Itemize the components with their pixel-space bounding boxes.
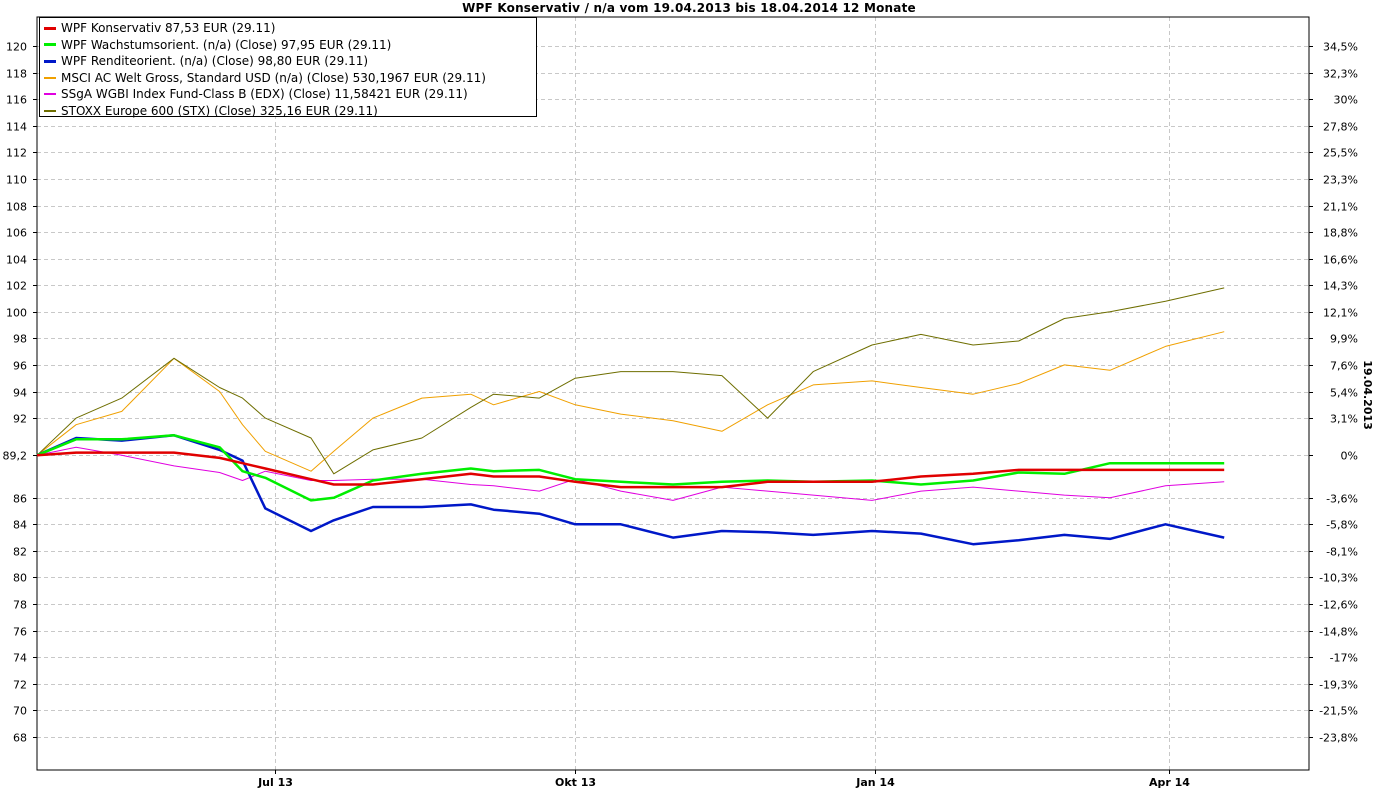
- y2-tick-label: 3,1%: [1330, 413, 1358, 426]
- x-tick-label: Okt 13: [555, 776, 596, 788]
- start-date-side-label: 19.04.2013: [1361, 360, 1374, 430]
- y-tick-label: 114: [6, 121, 27, 134]
- series-line-2: [36, 434, 1225, 502]
- y-tick-label: 82: [13, 546, 27, 559]
- legend-swatch: [44, 26, 56, 30]
- y2-tick-label: -19,3%: [1319, 679, 1358, 692]
- y2-tick-label: -21,5%: [1319, 705, 1358, 718]
- legend-label: STOXX Europe 600 (STX) (Close) 325,16 EU…: [61, 103, 378, 118]
- y-tick-label: 120: [6, 41, 27, 54]
- y2-tick-label: 21,1%: [1323, 201, 1358, 214]
- y-tick-label: 116: [6, 94, 27, 107]
- y-tick-label: 110: [6, 174, 27, 187]
- y-tick-label: 92: [13, 413, 27, 426]
- legend-item: WPF Konservativ 87,53 EUR (29.11): [44, 20, 536, 37]
- y2-tick-label: 12,1%: [1323, 307, 1358, 320]
- y-tick-label: 74: [13, 652, 27, 665]
- series-line-1: [36, 451, 1225, 489]
- y-tick-label: 106: [6, 227, 27, 240]
- y-tick-label: 100: [6, 307, 27, 320]
- y2-tick-label: 23,3%: [1323, 174, 1358, 187]
- series-line-3: [36, 434, 1225, 546]
- y-tick-label: 80: [13, 572, 27, 585]
- y-tick-label: 86: [13, 493, 27, 506]
- legend-swatch: [44, 76, 56, 79]
- y-tick-label: 96: [13, 360, 27, 373]
- legend-swatch: [44, 43, 56, 47]
- y2-tick-label: 0%: [1341, 450, 1358, 463]
- y2-tick-label: -10,3%: [1319, 572, 1358, 585]
- legend-item: WPF Renditeorient. (n/a) (Close) 98,80 E…: [44, 53, 536, 70]
- y2-tick-label: 34,5%: [1323, 41, 1358, 54]
- legend-label: WPF Renditeorient. (n/a) (Close) 98,80 E…: [61, 54, 369, 69]
- y-tick-label: 112: [6, 147, 27, 160]
- y2-tick-label: 9,9%: [1330, 333, 1358, 346]
- y-tick-label: 108: [6, 201, 27, 214]
- legend: WPF Konservativ 87,53 EUR (29.11) WPF Wa…: [39, 17, 537, 120]
- y-tick-label: 98: [13, 333, 27, 346]
- legend-item: SSgA WGBI Index Fund-Class B (EDX) (Clos…: [44, 86, 536, 103]
- x-tick-label: Apr 14: [1149, 776, 1190, 788]
- legend-item: WPF Wachstumsorient. (n/a) (Close) 97,95…: [44, 37, 536, 54]
- plot-frame: [36, 16, 1310, 771]
- legend-item: MSCI AC Welt Gross, Standard USD (n/a) (…: [44, 70, 536, 87]
- legend-label: SSgA WGBI Index Fund-Class B (EDX) (Clos…: [61, 87, 468, 102]
- legend-label: MSCI AC Welt Gross, Standard USD (n/a) (…: [61, 70, 486, 85]
- y2-tick-label: -8,1%: [1326, 546, 1358, 559]
- legend-swatch: [44, 109, 56, 112]
- y-tick-label: 102: [6, 280, 27, 293]
- y2-tick-label: 5,4%: [1330, 387, 1358, 400]
- series-line-4: [36, 331, 1225, 472]
- y2-tick-label: 27,8%: [1323, 121, 1358, 134]
- y2-tick-label: -14,8%: [1319, 626, 1358, 639]
- y-tick-label: 89,2: [3, 450, 28, 463]
- series-line-5: [36, 446, 1225, 501]
- x-tick-label: Jan 14: [855, 776, 895, 788]
- y2-tick-label: -3,6%: [1326, 493, 1358, 506]
- chart-title: WPF Konservativ / n/a vom 19.04.2013 bis…: [462, 1, 916, 15]
- y2-tick-label: 25,5%: [1323, 147, 1358, 160]
- grid-layer: [37, 17, 1309, 770]
- legend-label: WPF Wachstumsorient. (n/a) (Close) 97,95…: [61, 37, 392, 52]
- legend-item: STOXX Europe 600 (STX) (Close) 325,16 EU…: [44, 103, 536, 120]
- y2-tick-label: 18,8%: [1323, 227, 1358, 240]
- y-tick-label: 118: [6, 68, 27, 81]
- ticks-layer: 68 70 72 74 76 78 80 82 84 86 89,2 92 94 96 98 100 102 10…: [3, 41, 1359, 788]
- y-tick-label: 78: [13, 599, 27, 612]
- y2-tick-label: -12,6%: [1319, 599, 1358, 612]
- series-line-6: [36, 287, 1225, 475]
- legend-swatch: [44, 93, 56, 96]
- y-tick-label: 94: [13, 387, 27, 400]
- y2-tick-label: 16,6%: [1323, 254, 1358, 267]
- y2-tick-label: 7,6%: [1330, 360, 1358, 373]
- y2-tick-label: -17%: [1330, 652, 1358, 665]
- y-tick-label: 84: [13, 519, 27, 532]
- legend-label: WPF Konservativ 87,53 EUR (29.11): [61, 21, 276, 36]
- y-tick-label: 70: [13, 705, 27, 718]
- y2-tick-label: -5,8%: [1326, 519, 1358, 532]
- y-tick-label: 76: [13, 626, 27, 639]
- y-tick-label: 104: [6, 254, 27, 267]
- y-tick-label: 68: [13, 732, 27, 745]
- y2-tick-label: 32,3%: [1323, 68, 1358, 81]
- y2-tick-label: 14,3%: [1323, 280, 1358, 293]
- x-tick-label: Jul 13: [257, 776, 293, 788]
- y2-tick-label: 30%: [1334, 94, 1358, 107]
- y2-tick-label: -23,8%: [1319, 732, 1358, 745]
- y-tick-label: 72: [13, 679, 27, 692]
- legend-swatch: [44, 59, 56, 63]
- series-layer: [36, 287, 1225, 546]
